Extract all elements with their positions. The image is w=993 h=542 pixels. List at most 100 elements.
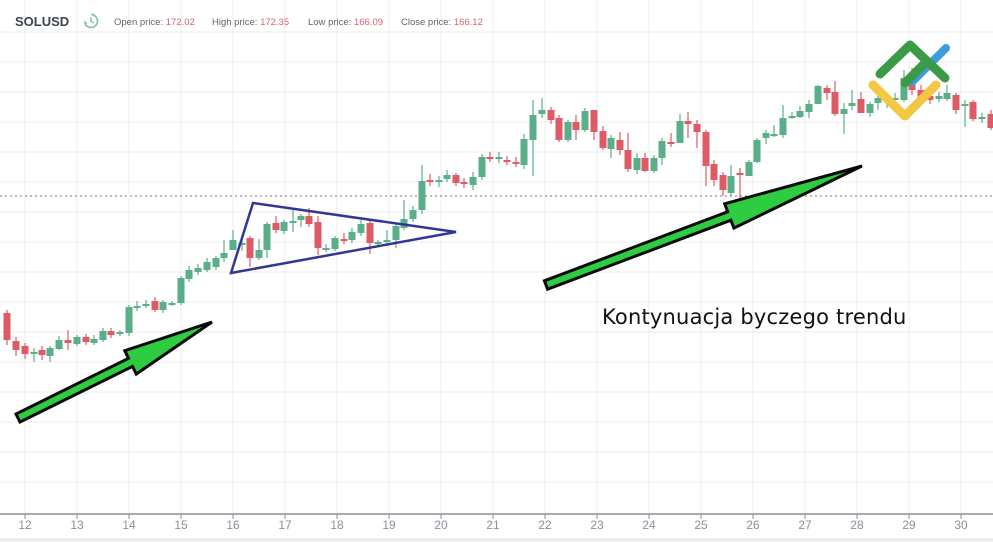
candle-body xyxy=(857,99,865,113)
candle-body xyxy=(581,111,589,130)
candle-body xyxy=(238,243,246,245)
candle-body xyxy=(478,157,486,177)
symmetrical-triangle-drawing xyxy=(229,201,457,275)
bottom-bar xyxy=(0,538,993,542)
candle-body xyxy=(495,157,503,159)
candle-body xyxy=(848,103,856,106)
candle-body xyxy=(177,278,185,303)
clock-icon[interactable] xyxy=(83,13,99,29)
candle-body xyxy=(30,352,38,354)
candle-body xyxy=(151,301,159,310)
candle-body xyxy=(719,175,727,190)
candle-body xyxy=(969,102,977,119)
x-axis-label: 13 xyxy=(70,518,84,532)
candle-body xyxy=(667,142,675,144)
candle-body xyxy=(392,226,400,240)
candle-body xyxy=(366,223,374,243)
candle-body xyxy=(322,248,330,250)
candle-body xyxy=(426,180,434,182)
candle-body xyxy=(168,303,176,305)
chart-header: SOLUSD Open price: 172.02 High price: 17… xyxy=(0,0,993,44)
candle-body xyxy=(55,340,63,349)
candle-body xyxy=(805,104,813,112)
candle-body xyxy=(305,216,313,224)
open-price-value: 172.02 xyxy=(165,17,195,28)
candle-body xyxy=(116,332,124,334)
x-axis-label: 20 xyxy=(434,518,448,532)
trend-arrow-icon xyxy=(542,164,863,292)
candle-body xyxy=(823,88,831,93)
candle-body xyxy=(943,93,951,99)
x-axis-ticks xyxy=(24,514,962,519)
candle-body xyxy=(73,337,81,344)
candle-body xyxy=(99,331,107,340)
candle-body xyxy=(555,118,563,140)
candle-body xyxy=(900,78,908,100)
x-axis-label: 29 xyxy=(902,518,916,532)
candle-body xyxy=(891,98,899,100)
candle-body xyxy=(133,306,141,308)
candle-body xyxy=(935,96,943,99)
candle-body xyxy=(727,176,735,193)
x-axis-label: 14 xyxy=(122,518,136,532)
candle-body xyxy=(961,104,969,106)
candle-body xyxy=(185,270,193,279)
candle-body xyxy=(840,109,848,114)
candle-body xyxy=(512,162,520,164)
candle-body xyxy=(650,158,658,171)
candle-body xyxy=(46,348,54,356)
candle-body xyxy=(159,302,167,310)
x-axis-label: 25 xyxy=(694,518,708,532)
candle-body xyxy=(418,181,426,210)
candle-body xyxy=(762,133,770,138)
candle-body xyxy=(874,98,882,103)
x-axis-label: 27 xyxy=(798,518,812,532)
candle-body xyxy=(452,175,460,183)
x-axis-label: 24 xyxy=(642,518,656,532)
candle-body xyxy=(616,140,624,150)
candle-body xyxy=(12,341,20,350)
candle-body xyxy=(107,331,115,335)
candle-body xyxy=(503,160,511,162)
candle-body xyxy=(572,122,580,130)
candle-body xyxy=(374,242,382,244)
x-axis-label: 28 xyxy=(850,518,864,532)
candle-body xyxy=(220,253,228,258)
candle-body xyxy=(340,239,348,241)
candle-body xyxy=(469,177,477,185)
candle-body xyxy=(443,175,451,179)
candle-body xyxy=(64,340,72,343)
candle-body xyxy=(624,150,632,169)
candle-body xyxy=(538,110,546,114)
x-axis-label: 19 xyxy=(382,518,396,532)
candle-body xyxy=(194,268,202,272)
candle-body xyxy=(289,221,297,223)
candle-body xyxy=(486,157,494,159)
candle-body xyxy=(263,224,271,250)
candle-body xyxy=(331,238,339,249)
close-price-value: 166.12 xyxy=(453,17,483,28)
candle-body xyxy=(599,131,607,148)
trend-arrows xyxy=(13,164,863,425)
candle-body xyxy=(547,110,555,120)
candle-body xyxy=(21,346,29,354)
candle-body xyxy=(779,118,787,135)
candle-body xyxy=(529,115,537,140)
trend-arrow-icon xyxy=(13,320,213,425)
open-price: Open price: 172.02 xyxy=(114,17,195,28)
candle-body xyxy=(641,158,649,171)
candle-body xyxy=(796,111,804,117)
x-axis-label: 26 xyxy=(746,518,760,532)
candle-body xyxy=(987,114,993,128)
candle-body xyxy=(212,258,220,267)
candle-body xyxy=(590,110,598,132)
candle-body xyxy=(520,139,528,165)
candle-body xyxy=(38,350,46,355)
candle-body xyxy=(409,210,417,219)
candle-body xyxy=(3,313,11,340)
x-axis-label: 15 xyxy=(174,518,188,532)
candle-body xyxy=(125,307,133,333)
candle-body xyxy=(90,339,98,343)
candle-body xyxy=(203,262,211,270)
